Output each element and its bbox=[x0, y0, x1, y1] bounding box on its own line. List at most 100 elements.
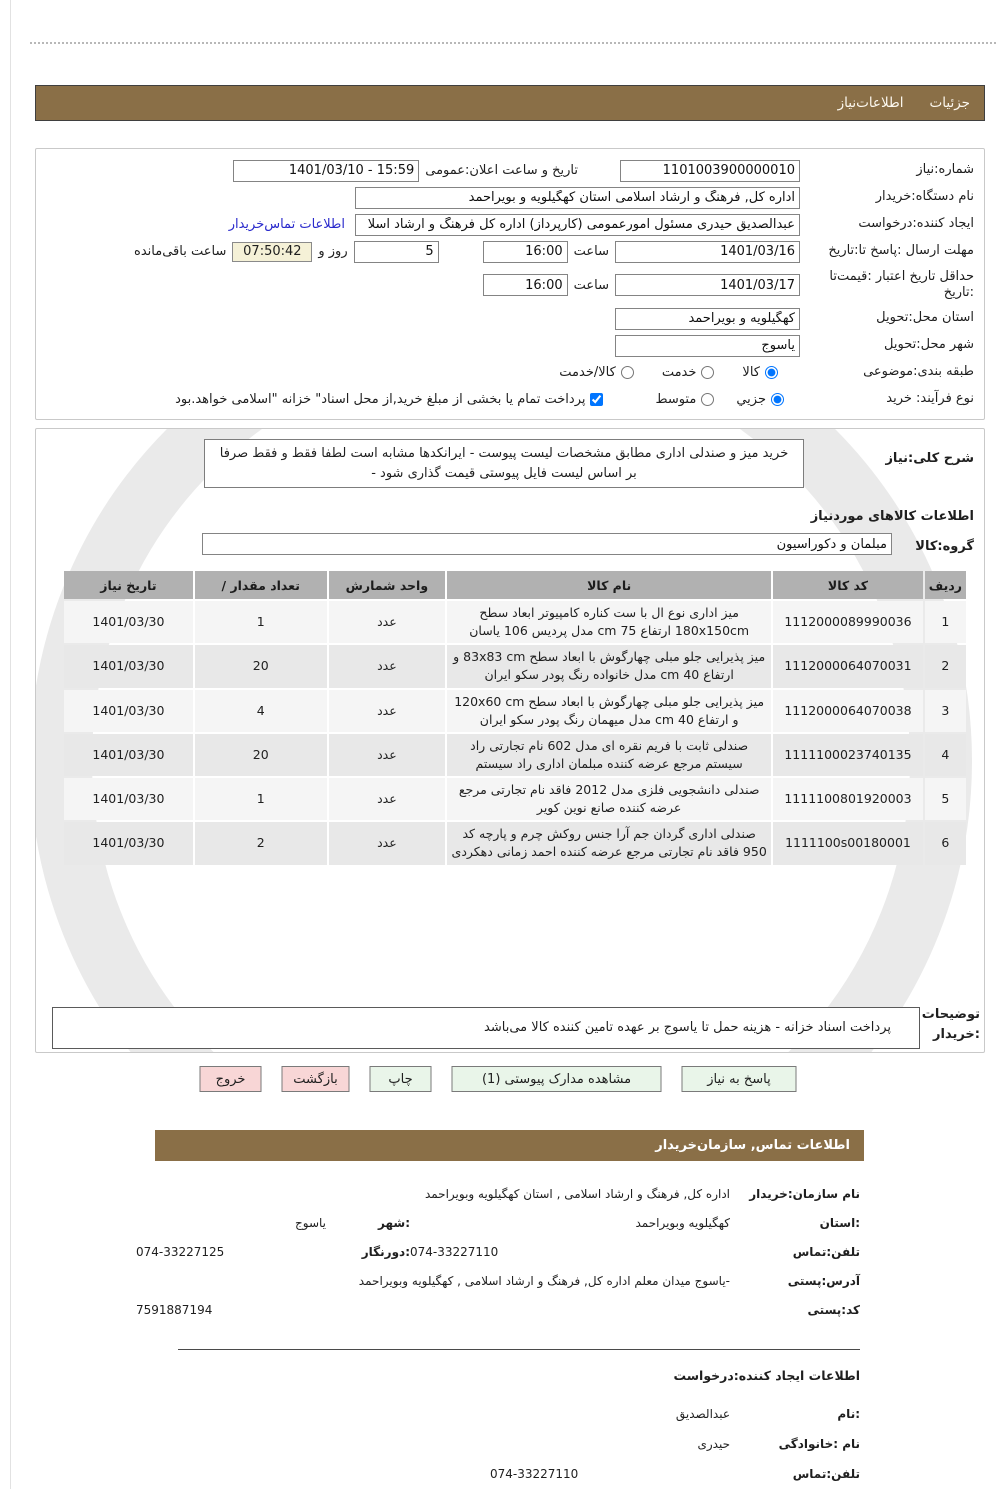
col-item-code: کد کالا bbox=[773, 571, 923, 599]
buyer-notes-label: توضیحات :خریدار bbox=[921, 1007, 980, 1042]
tab-need-info[interactable]: اطلاعات‌نیاز bbox=[837, 95, 904, 111]
request-creator-input[interactable] bbox=[355, 213, 800, 236]
reply-deadline-time-input[interactable] bbox=[482, 240, 568, 263]
creator-last-name-label: نام :خانوادگی bbox=[778, 1437, 860, 1451]
exit-button[interactable]: خروج bbox=[199, 1066, 262, 1092]
validity-hour-label: ساعت bbox=[573, 277, 609, 293]
col-need-date: تاریخ نیاز bbox=[64, 571, 193, 599]
need-description-box[interactable]: خرید میز و صندلی اداری مطابق مشخصات لیست… bbox=[204, 439, 804, 488]
cell-name: میز پذیرایی جلو مبلی چهارگوش با ابعاد سط… bbox=[447, 689, 772, 732]
cell-row: 4 bbox=[924, 733, 966, 776]
page-left-border bbox=[10, 0, 11, 1489]
org-name-value: اداره کل, فرهنگ و ارشاد اسلامی , استان ک… bbox=[424, 1187, 730, 1201]
row-buyer-name: نام دستگاه:خریدار bbox=[46, 184, 974, 211]
cell-unit: عدد bbox=[328, 601, 446, 644]
cell-qty: 20 bbox=[194, 645, 327, 688]
cell-date: 1401/03/30 bbox=[64, 689, 193, 732]
category-service-radio[interactable] bbox=[701, 366, 715, 379]
announce-datetime-label: تاریخ و ساعت اعلان:عمومی bbox=[425, 163, 578, 178]
buyer-notes-box[interactable]: پرداخت اسناد خزانه - هزینه حمل تا یاسوج … bbox=[52, 1007, 920, 1049]
reply-deadline-date-input[interactable] bbox=[615, 240, 800, 263]
creator-last-name-value: حیدری bbox=[697, 1437, 730, 1451]
goods-group-input[interactable] bbox=[202, 533, 892, 555]
remaining-days-input[interactable] bbox=[353, 240, 439, 263]
cell-name: میز اداری نوع ال با ست کناره کامپیوتر اب… bbox=[447, 601, 772, 644]
delivery-city-input[interactable] bbox=[615, 334, 800, 357]
request-creator-section: :نام عبدالصدیق نام :خانوادگی حیدری تلفن:… bbox=[440, 1406, 860, 1482]
treasury-payment-checkbox[interactable] bbox=[590, 393, 604, 406]
cell-qty: 1 bbox=[194, 778, 327, 821]
row-need-number: شماره:نیاز تاریخ و ساعت اعلان:عمومی bbox=[46, 157, 974, 184]
cell-date: 1401/03/30 bbox=[64, 601, 193, 644]
need-items-panel: شرح کلی:نیاز خرید میز و صندلی اداری مطاب… bbox=[35, 428, 985, 1053]
process-type-label: نوع فرآیند: خرید bbox=[886, 391, 974, 407]
org-city-value: یاسوج bbox=[295, 1216, 326, 1230]
org-address-value: -یاسوج میدان معلم اداره کل, فرهنگ و ارشا… bbox=[358, 1274, 730, 1288]
subject-category-label: طبقه بندی:موضوعی bbox=[863, 364, 974, 380]
org-postal-value: 7591887194 bbox=[136, 1303, 213, 1317]
row-process-type: نوع فرآیند: خرید جزیي متوسط پرداخت تمام … bbox=[46, 386, 974, 413]
org-province-value: کهگیلویه وبویراحمد bbox=[635, 1216, 730, 1230]
buyer-contact-link[interactable]: اطلاعات تماس‌خریدار bbox=[228, 217, 345, 232]
cell-name: صندلی اداری گردان جم آرا جنس روکش چرم و … bbox=[447, 822, 772, 865]
org-fax-value: 074-33227125 bbox=[136, 1245, 225, 1259]
cell-qty: 1 bbox=[194, 601, 327, 644]
treasury-payment-label: پرداخت تمام یا بخشی از مبلغ خرید,از محل … bbox=[175, 392, 586, 407]
countdown-timer: 07:50:42 bbox=[232, 241, 313, 262]
buyer-contact-heading: اطلاعات تماس, سازمان‌خریدار bbox=[655, 1138, 850, 1153]
org-city-label: :شهر bbox=[378, 1216, 410, 1230]
cell-date: 1401/03/30 bbox=[64, 822, 193, 865]
cell-row: 3 bbox=[924, 689, 966, 732]
category-goods-service-radio[interactable] bbox=[620, 366, 634, 379]
back-button[interactable]: بازگشت bbox=[281, 1066, 350, 1092]
cell-date: 1401/03/30 bbox=[64, 778, 193, 821]
need-number-input[interactable] bbox=[620, 159, 800, 182]
process-minor-radio[interactable] bbox=[771, 393, 784, 406]
table-row: 2 1112000064070031 میز پذیرایی جلو مبلی … bbox=[64, 645, 966, 688]
deadline-hour-label: ساعت bbox=[573, 244, 609, 259]
top-dotted-divider bbox=[30, 42, 996, 44]
request-creator-heading: اطلاعات ایجاد کننده:درخواست bbox=[673, 1368, 860, 1383]
cell-code: 1111100023740135 bbox=[773, 733, 923, 776]
print-button[interactable]: چاپ bbox=[369, 1066, 432, 1092]
row-price-validity: حداقل تاریخ اعتبار :قیمت‌تا :تاریخ ساعت bbox=[46, 265, 974, 305]
reply-to-need-button[interactable]: پاسخ به نیاز bbox=[681, 1066, 797, 1092]
creator-first-name-value: عبدالصدیق bbox=[675, 1407, 730, 1421]
announce-datetime-input[interactable] bbox=[233, 159, 420, 182]
price-validity-time-input[interactable] bbox=[482, 274, 568, 296]
cell-qty: 4 bbox=[194, 689, 327, 732]
category-goods-radio[interactable] bbox=[765, 366, 778, 379]
org-phone-label: تلفن:تماس bbox=[792, 1245, 860, 1259]
goods-group-label: گروه:کالا bbox=[915, 539, 974, 554]
cell-unit: عدد bbox=[328, 778, 446, 821]
tab-details[interactable]: جزئیات bbox=[929, 95, 970, 111]
org-address-label: آدرس:پستی bbox=[787, 1274, 860, 1288]
org-postal-label: کد:پستی bbox=[807, 1303, 860, 1317]
process-medium-radio[interactable] bbox=[701, 393, 715, 406]
cell-code: 1111100801920003 bbox=[773, 778, 923, 821]
delivery-province-label: استان محل:تحویل bbox=[876, 310, 974, 326]
row-request-creator: ایجاد کننده:درخواست اطلاعات تماس‌خریدار bbox=[46, 211, 974, 238]
cell-row: 1 bbox=[924, 601, 966, 644]
org-name-label: نام سازمان:خریدار bbox=[749, 1187, 860, 1201]
category-goods-service-label: کالا/خدمت bbox=[559, 365, 616, 380]
buyer-name-input[interactable] bbox=[355, 186, 800, 209]
need-summary-panel: شماره:نیاز تاریخ و ساعت اعلان:عمومی نام … bbox=[35, 148, 985, 420]
reply-deadline-label: مهلت ارسال :پاسخ تا:تاریخ bbox=[828, 243, 974, 259]
request-creator-label: ایجاد کننده:درخواست bbox=[858, 216, 974, 232]
col-unit: واحد شمارش bbox=[328, 571, 446, 599]
cell-row: 6 bbox=[924, 822, 966, 865]
org-province-label: :استان bbox=[819, 1216, 860, 1230]
action-buttons: پاسخ به نیاز مشاهده مدارک پیوستی (1) چاپ… bbox=[199, 1066, 797, 1092]
price-validity-date-input[interactable] bbox=[615, 274, 800, 296]
delivery-city-label: شهر محل:تحویل bbox=[884, 337, 974, 353]
need-description-label: شرح کلی:نیاز bbox=[885, 451, 974, 466]
view-attachments-button[interactable]: مشاهده مدارک پیوستی (1) bbox=[451, 1066, 662, 1092]
cell-code: 1112000089990036 bbox=[773, 601, 923, 644]
table-row: 6 1111100s00180001 صندلی اداری گردان جم … bbox=[64, 822, 966, 865]
creator-phone-label: تلفن:تماس bbox=[792, 1467, 860, 1481]
category-service-label: خدمت bbox=[661, 365, 697, 380]
cell-code: 1111100s00180001 bbox=[773, 822, 923, 865]
table-row: 5 1111100801920003 صندلی دانشجویی فلزی م… bbox=[64, 778, 966, 821]
delivery-province-input[interactable] bbox=[615, 307, 800, 330]
